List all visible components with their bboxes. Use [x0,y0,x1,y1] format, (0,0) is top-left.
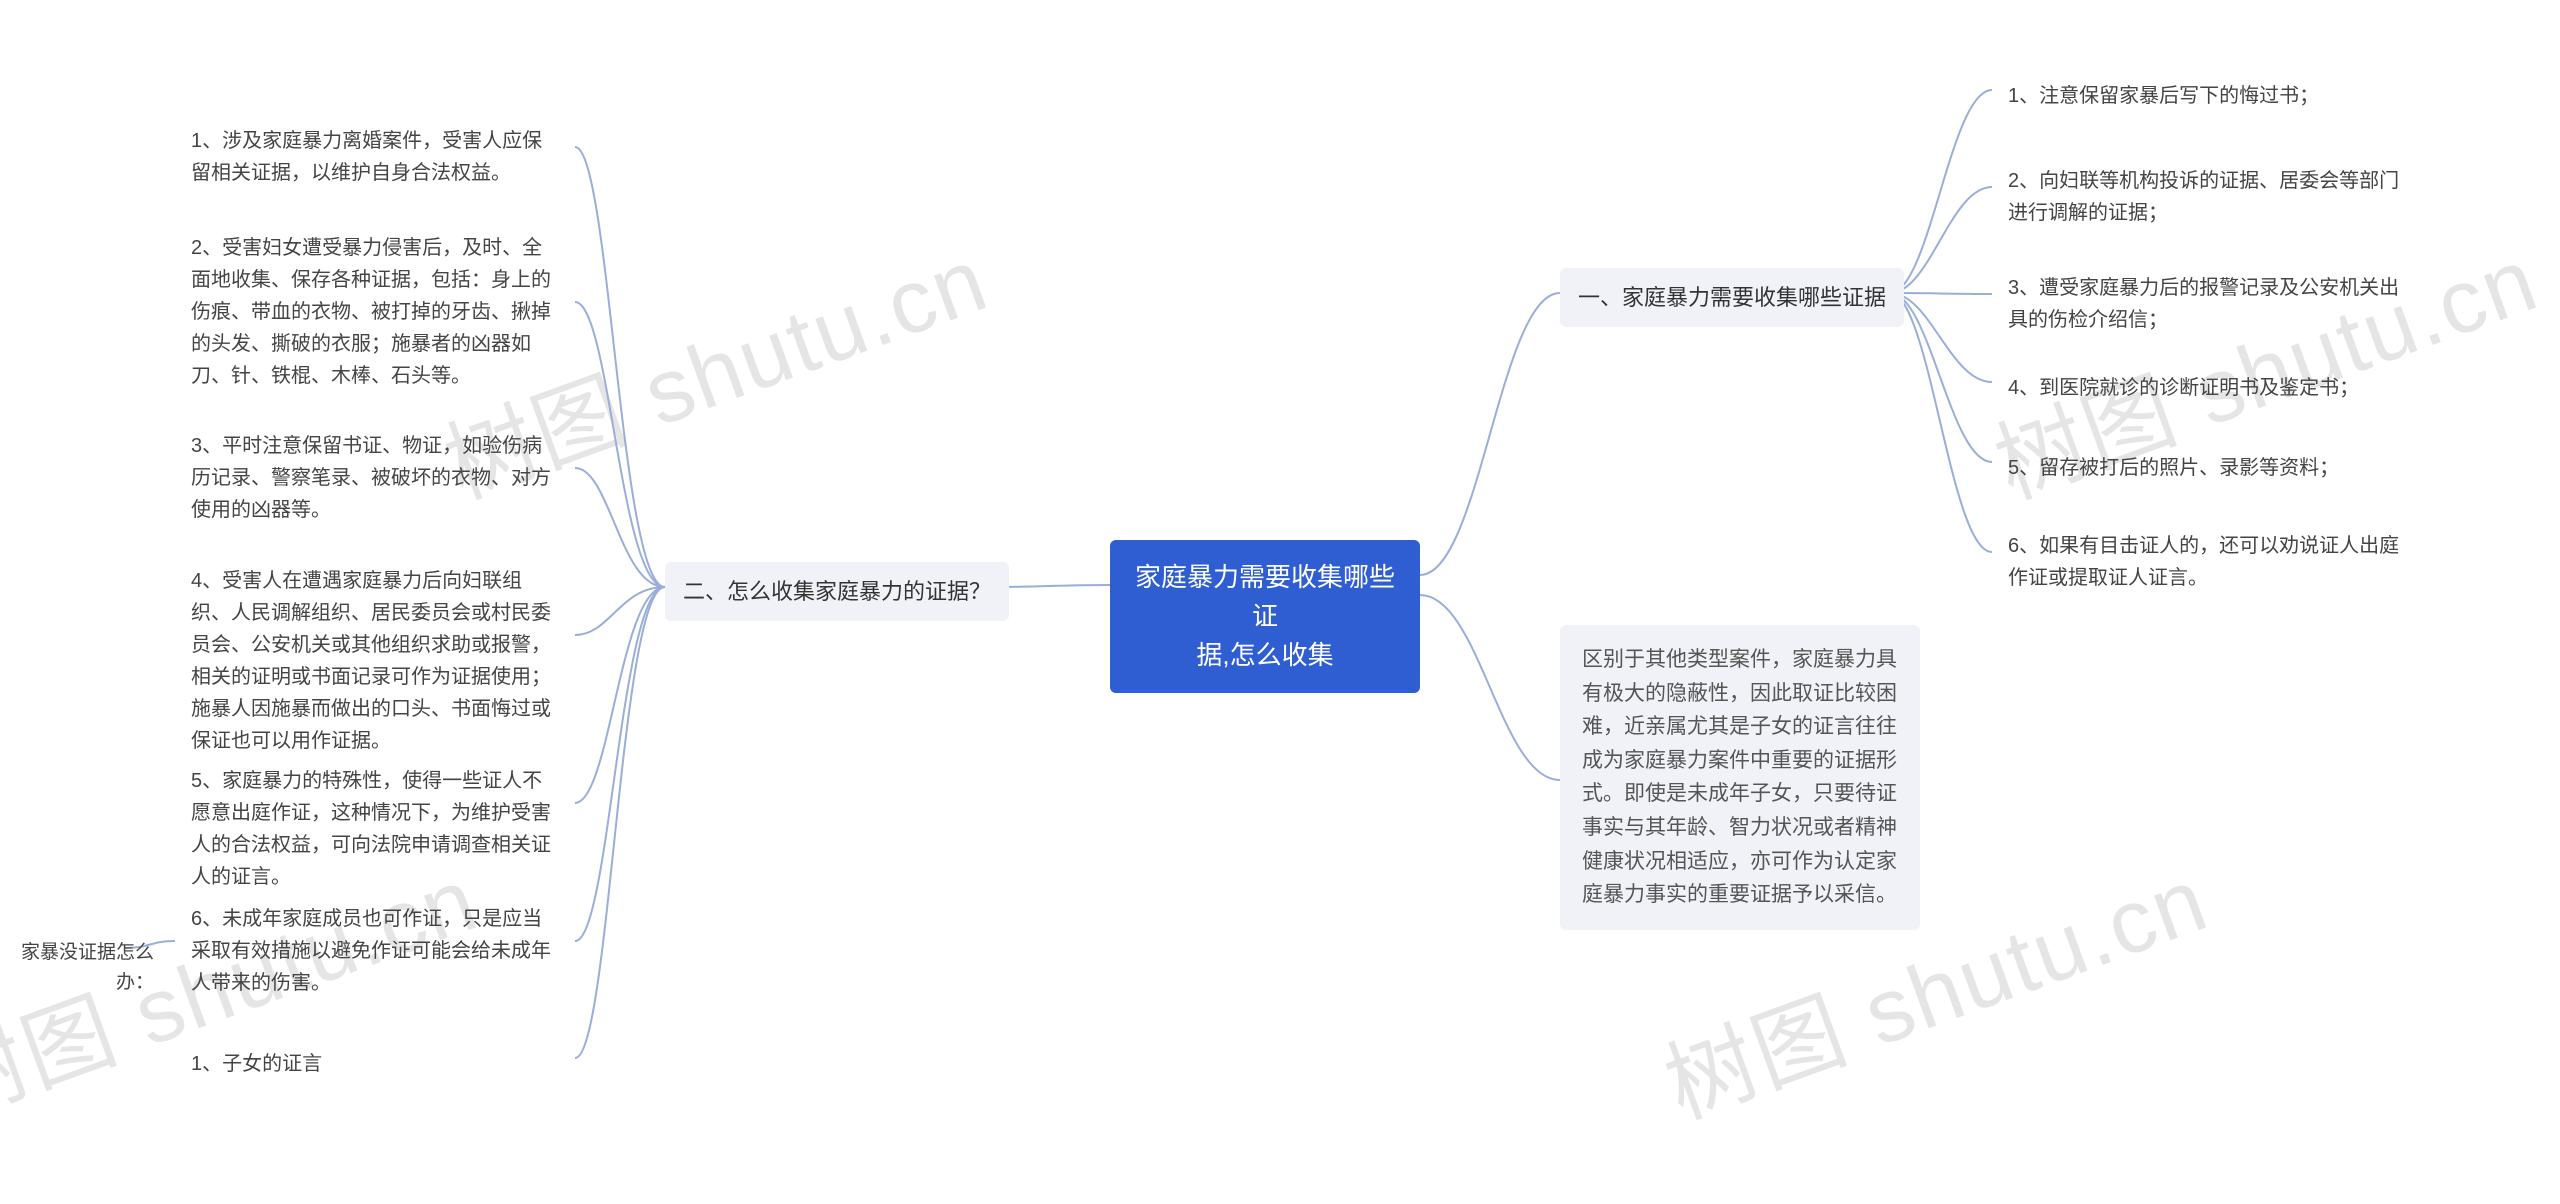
s1-item-5: 5、留存被打后的照片、录影等资料； [1992,442,2422,494]
s1-item-4: 4、到医院就诊的诊断证明书及鉴定书； [1992,362,2422,414]
s2-item-2: 2、受害妇女遭受暴力侵害后，及时、全面地收集、保存各种证据，包括：身上的伤痕、带… [175,222,575,402]
s2-item-6-sub: 家暴没证据怎么办： [0,928,170,1009]
s2-item-7: 1、子女的证言 [175,1038,375,1090]
s2-item-1: 1、涉及家庭暴力离婚案件，受害人应保留相关证据，以维护自身合法权益。 [175,115,575,199]
section-2-label: 二、怎么收集家庭暴力的证据？ [665,562,1009,621]
s1-item-1: 1、注意保留家暴后写下的悔过书； [1992,70,2392,122]
right-note: 区别于其他类型案件，家庭暴力具有极大的隐蔽性，因此取证比较困难，近亲属尤其是子女… [1560,625,1920,930]
s1-item-6: 6、如果有目击证人的，还可以劝说证人出庭作证或提取证人证言。 [1992,520,2422,604]
s2-item-3: 3、平时注意保留书证、物证，如验伤病历记录、警察笔录、被破坏的衣物、对方使用的凶… [175,420,575,536]
s1-item-3: 3、遭受家庭暴力后的报警记录及公安机关出具的伤检介绍信； [1992,262,2422,346]
root-node: 家庭暴力需要收集哪些证据,怎么收集 [1110,540,1420,693]
s1-item-2: 2、向妇联等机构投诉的证据、居委会等部门进行调解的证据； [1992,155,2422,239]
s2-item-5: 5、家庭暴力的特殊性，使得一些证人不愿意出庭作证，这种情况下，为维护受害人的合法… [175,755,575,903]
section-1-label: 一、家庭暴力需要收集哪些证据 [1560,268,1904,327]
s2-item-6: 6、未成年家庭成员也可作证，只是应当采取有效措施以避免作证可能会给未成年人带来的… [175,893,575,1009]
s2-item-4: 4、受害人在遭遇家庭暴力后向妇联组织、人民调解组织、居民委员会或村民委员会、公安… [175,555,575,767]
